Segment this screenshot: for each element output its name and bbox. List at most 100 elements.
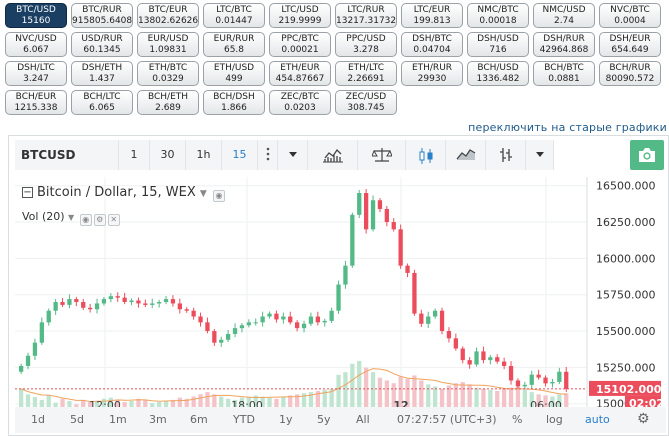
pair-button-dsh-usd[interactable]: DSH/USD 716 [467, 32, 529, 57]
gear-icon[interactable]: ⚙ [637, 411, 650, 427]
pair-button-nvc-usd[interactable]: NVC/USD 6.067 [5, 32, 67, 57]
pair-button-nmc-usd[interactable]: NMC/USD 2.74 [533, 3, 595, 28]
candles-icon[interactable] [406, 140, 446, 170]
collapse-legend-icon[interactable]: − [22, 187, 33, 198]
pair-button-nmc-btc[interactable]: NMC/BTC 0.00018 [467, 3, 529, 28]
pair-button-btc-usd[interactable]: BTC/USD 15160 [5, 3, 67, 28]
price-chart[interactable]: 15000.00015250.00015500.00015750.0001600… [15, 177, 666, 412]
chart-type-dropdown-arrow-icon[interactable] [526, 140, 554, 170]
auto-toggle[interactable]: auto [585, 413, 610, 426]
pair-button-eth-ltc[interactable]: ETH/LTC 2.26691 [335, 61, 397, 86]
volume-bar [60, 398, 65, 411]
candle-body [150, 303, 155, 305]
candle-body [246, 322, 251, 326]
range-6m[interactable]: 6m [190, 413, 208, 426]
indicators-icon[interactable] [308, 140, 358, 170]
pair-button-btc-eur[interactable]: BTC/EUR 13802.62626 [137, 3, 199, 28]
volume-bar [219, 396, 224, 411]
pair-value: 3.247 [23, 74, 49, 84]
pair-button-dsh-btc[interactable]: DSH/BTC 0.04704 [401, 32, 463, 57]
pair-button-ltc-rur[interactable]: LTC/RUR 13217.31732 [335, 3, 397, 28]
range-5d[interactable]: 5d [70, 413, 84, 426]
interval-1h[interactable]: 1h [186, 140, 222, 170]
range-1m[interactable]: 1m [109, 413, 127, 426]
area-chart-icon[interactable] [446, 140, 486, 170]
pair-button-eth-rur[interactable]: ETH/RUR 29930 [401, 61, 463, 86]
percent-toggle[interactable]: % [512, 413, 523, 426]
pair-button-eur-rur[interactable]: EUR/RUR 65.8 [203, 32, 265, 57]
interval-1[interactable]: 1 [119, 140, 150, 170]
candle-body [39, 322, 44, 343]
pair-button-bch-ltc[interactable]: BCH/LTC 6.065 [71, 90, 133, 115]
volume-bar [198, 394, 203, 411]
gear-icon[interactable]: ⚙ [93, 214, 106, 226]
pair-button-eur-usd[interactable]: EUR/USD 1.09831 [137, 32, 199, 57]
close-icon[interactable]: ✕ [107, 214, 120, 226]
pair-button-ltc-usd[interactable]: LTC/USD 219.9999 [269, 3, 331, 28]
candle-body [281, 316, 286, 320]
interval-dropdown-arrow-icon[interactable] [278, 140, 308, 170]
volume-bar [267, 397, 272, 411]
volume-bar [94, 401, 100, 411]
symbol-search[interactable]: BTCUSD [15, 140, 119, 170]
pair-button-bch-eur[interactable]: BCH/EUR 1215.338 [5, 90, 67, 115]
pair-button-ppc-usd[interactable]: PPC/USD 3.278 [335, 32, 397, 57]
volume-bar [25, 394, 31, 411]
more-vertical-icon[interactable] [258, 140, 278, 170]
pair-button-dsh-eth[interactable]: DSH/ETH 1.437 [71, 61, 133, 86]
range-all[interactable]: All [356, 413, 370, 426]
pair-value: 6.067 [23, 45, 49, 55]
pair-name: BCH/BTC [544, 63, 584, 73]
range-5y[interactable]: 5y [317, 413, 331, 426]
pair-button-nvc-btc[interactable]: NVC/BTC 0.0004 [599, 3, 661, 28]
range-1y[interactable]: 1y [279, 413, 293, 426]
pair-button-dsh-eur[interactable]: DSH/EUR 654.649 [599, 32, 661, 57]
range-3m[interactable]: 3m [149, 413, 167, 426]
volume-bar [274, 398, 279, 411]
range-ytd[interactable]: YTD [233, 413, 255, 426]
interval-30[interactable]: 30 [150, 140, 186, 170]
range-1d[interactable]: 1d [31, 413, 45, 426]
pair-button-bch-usd[interactable]: BCH/USD 1336.482 [467, 61, 529, 86]
pair-button-eth-usd[interactable]: ETH/USD 499 [203, 61, 265, 86]
switch-old-charts-link[interactable]: переключить на старые графики [468, 121, 667, 134]
countdown-label-bg [625, 395, 661, 410]
bars-icon[interactable] [486, 140, 526, 170]
volume-dropdown-arrow-icon[interactable]: ▼ [68, 213, 75, 222]
pair-button-bch-dsh[interactable]: BCH/DSH 1.866 [203, 90, 265, 115]
pair-button-dsh-rur[interactable]: DSH/RUR 42964.868 [533, 32, 595, 57]
candle-body [488, 357, 493, 361]
pair-button-bch-btc[interactable]: BCH/BTC 0.0881 [533, 61, 595, 86]
legend-settings-icon[interactable]: ◉ [212, 190, 225, 202]
pair-button-zec-usd[interactable]: ZEC/USD 308.745 [335, 90, 397, 115]
pair-name: BTC/USD [16, 5, 56, 15]
legend-dropdown-arrow-icon[interactable]: ▼ [199, 189, 207, 199]
pair-button-eth-btc[interactable]: ETH/BTC 0.0329 [137, 61, 199, 86]
pair-button-ltc-eur[interactable]: LTC/EUR 199.813 [401, 3, 463, 28]
y-tick-label: 15500.000 [596, 325, 656, 338]
y-tick-label: 16500.000 [596, 180, 656, 193]
volume-bar [115, 399, 120, 411]
log-toggle[interactable]: log [546, 413, 563, 426]
pair-button-ltc-btc[interactable]: LTC/BTC 0.01447 [203, 3, 265, 28]
interval-15[interactable]: 15 [222, 140, 258, 170]
candle-body [108, 296, 113, 300]
compare-scales-icon[interactable] [358, 140, 406, 170]
pair-button-ppc-btc[interactable]: PPC/BTC 0.00021 [269, 32, 331, 57]
pair-name: LTC/RUR [347, 5, 385, 15]
pair-name: BCH/USD [477, 63, 519, 73]
pair-button-usd-rur[interactable]: USD/RUR 60.1345 [71, 32, 133, 57]
clock-time[interactable]: 07:27:57 (UTC+3) [397, 413, 497, 426]
pair-button-eth-eur[interactable]: ETH/EUR 454.87667 [269, 61, 331, 86]
pair-button-zec-btc[interactable]: ZEC/BTC 0.0203 [269, 90, 331, 115]
visibility-icon[interactable]: ◉ [79, 214, 92, 226]
candle-body [184, 309, 189, 311]
candle-body [550, 381, 555, 384]
volume-bar [522, 389, 527, 411]
candle-body [460, 348, 465, 361]
pair-button-bch-rur[interactable]: BCH/RUR 80090.572 [599, 61, 661, 86]
pair-button-dsh-ltc[interactable]: DSH/LTC 3.247 [5, 61, 67, 86]
camera-icon[interactable] [630, 140, 664, 170]
pair-button-btc-rur[interactable]: BTC/RUR 915805.6408 [71, 3, 133, 28]
pair-button-bch-eth[interactable]: BCH/ETH 2.689 [137, 90, 199, 115]
